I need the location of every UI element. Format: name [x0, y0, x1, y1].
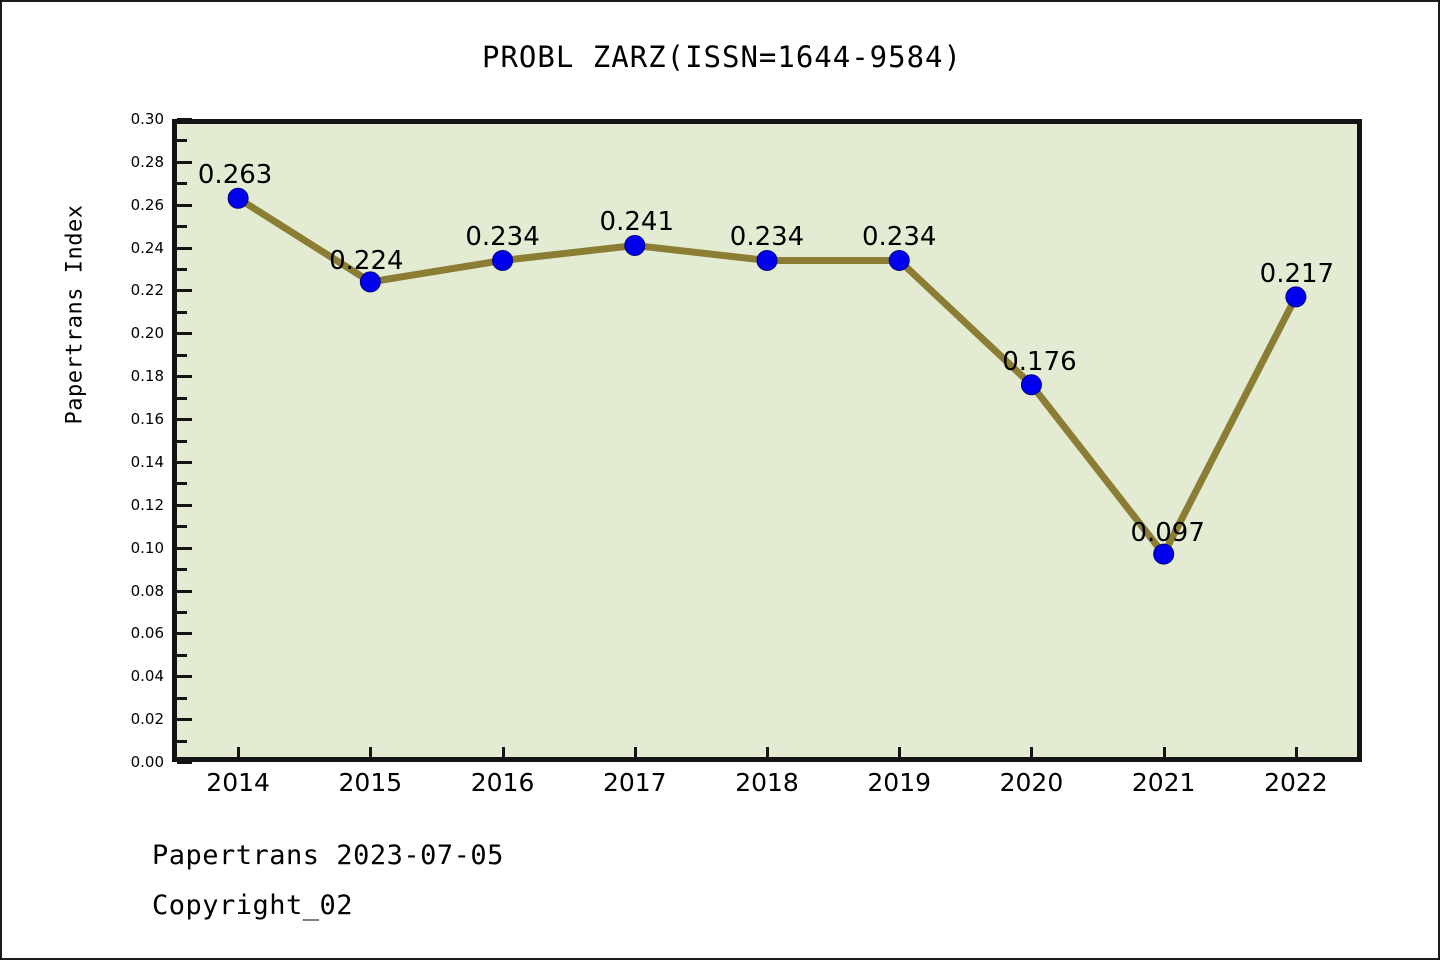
y-axis-tick-mark: [177, 246, 192, 250]
y-axis-tick-mark: [177, 503, 192, 507]
y-axis-tick-mark: [177, 632, 192, 636]
y-axis-tick-label: 0.06: [130, 624, 164, 643]
y-axis-minor-tick-mark: [177, 139, 187, 143]
x-axis-tick-mark: [1030, 747, 1034, 760]
data-point-value-label: 0.224: [329, 245, 404, 276]
y-axis-tick-mark: [177, 546, 192, 550]
y-axis-minor-tick-mark: [177, 696, 187, 700]
y-axis-tick-mark: [177, 418, 192, 422]
y-axis-tick-label: 0.28: [130, 152, 164, 171]
data-point-marker[interactable]: [359, 271, 381, 293]
x-axis-tick-mark: [766, 747, 769, 760]
y-axis-minor-tick-mark: [177, 525, 187, 529]
x-axis-tick-label: 2019: [867, 768, 932, 797]
data-point-value-label: 0.234: [729, 222, 805, 253]
series-layer: [227, 187, 1307, 565]
y-axis-tick-label: 0.08: [130, 581, 164, 600]
data-point-value-label: 0.217: [1259, 258, 1335, 289]
data-point-marker[interactable]: [492, 249, 514, 271]
y-axis-tick-mark: [177, 289, 192, 293]
x-axis-tick-mark: [369, 747, 373, 760]
x-axis-tick-label: 2014: [206, 768, 270, 797]
y-axis-tick-mark: [177, 332, 192, 336]
x-axis-tick-label: 2017: [602, 768, 667, 797]
y-axis-tick-label: 0.18: [130, 367, 164, 386]
data-point-marker[interactable]: [624, 234, 646, 256]
y-axis-tick-label: 0.20: [130, 324, 164, 343]
y-axis-minor-tick-mark: [177, 610, 187, 614]
y-axis-minor-tick-mark: [177, 182, 187, 186]
x-axis-tick-mark: [633, 747, 637, 760]
y-axis-tick-label: 0.04: [130, 667, 164, 686]
y-axis-minor-tick-mark: [177, 482, 187, 486]
y-axis-label: Papertrans Index: [62, 204, 88, 425]
y-axis-minor-tick-mark: [177, 439, 187, 443]
data-point-marker[interactable]: [1285, 286, 1307, 308]
x-axis-tick-mark: [237, 747, 241, 760]
data-point-value-label: 0.241: [599, 207, 674, 238]
y-axis-tick-label: 0.16: [130, 410, 164, 429]
y-axis-tick-mark: [177, 675, 192, 679]
data-point-value-label: 0.234: [465, 222, 540, 253]
x-axis-tick-label: 2016: [470, 768, 535, 797]
y-axis-tick-label: 0.30: [130, 110, 164, 128]
footer-copyright: Copyright_02: [152, 890, 354, 921]
x-axis-tick-label: 2015: [338, 768, 403, 797]
y-axis-tick-mark: [177, 761, 192, 764]
x-axis-tick-label: 2022: [1264, 768, 1328, 797]
x-axis-tick-mark: [501, 747, 505, 760]
data-point-marker[interactable]: [756, 249, 778, 271]
data-point-value-label: 0.234: [862, 222, 937, 253]
y-axis-tick-label: 0.22: [130, 281, 164, 300]
x-axis-tick-label: 2018: [735, 768, 799, 797]
data-point-value-label: 0.263: [197, 160, 273, 191]
data-point-marker[interactable]: [888, 249, 910, 271]
y-axis-tick-mark: [177, 589, 192, 593]
x-axis-tick-mark: [898, 747, 902, 760]
y-axis-tick-label: 0.02: [130, 710, 164, 729]
y-axis-minor-tick-mark: [177, 739, 187, 743]
y-axis-tick-label: 0.12: [130, 495, 164, 514]
y-axis-minor-tick-mark: [177, 225, 187, 229]
y-axis-minor-tick-mark: [177, 568, 187, 572]
data-point-marker[interactable]: [1153, 543, 1175, 565]
y-axis-tick-label: 0.10: [130, 538, 164, 557]
y-axis-minor-tick-mark: [177, 353, 187, 357]
plot-wrapper: [172, 119, 1362, 762]
y-axis-minor-tick-mark: [177, 310, 187, 314]
x-axis-tick-mark: [1162, 747, 1166, 760]
data-point-value-label: 0.097: [1130, 518, 1205, 549]
y-axis-tick-label: 0.26: [130, 195, 164, 214]
y-axis-tick-mark: [177, 718, 192, 722]
y-axis-tick-mark: [177, 160, 192, 164]
y-axis-tick-mark: [177, 460, 192, 464]
x-axis-tick-label: 2020: [999, 768, 1064, 797]
y-axis-tick-label: 0.14: [130, 452, 164, 471]
page-title: PROBL ZARZ(ISSN=1644-9584): [482, 40, 962, 74]
footer-date: Papertrans 2023-07-05: [152, 840, 504, 871]
y-axis-minor-tick-mark: [177, 268, 187, 272]
y-axis-minor-tick-mark: [177, 653, 187, 657]
data-point-marker[interactable]: [227, 187, 249, 209]
y-axis-tick-mark: [177, 203, 192, 207]
y-axis-tick-label: 0.24: [130, 238, 164, 257]
y-axis-tick-mark: [177, 118, 192, 121]
x-axis-tick-label: 2021: [1131, 768, 1196, 797]
y-axis-tick-mark: [177, 375, 192, 379]
plot-area: [172, 119, 1362, 762]
data-point-marker[interactable]: [1020, 374, 1042, 396]
y-axis-tick-label: 0.00: [130, 753, 164, 771]
y-axis-minor-tick-mark: [177, 396, 187, 400]
x-axis-tick-mark: [1294, 747, 1298, 760]
data-point-value-label: 0.176: [1002, 346, 1077, 377]
